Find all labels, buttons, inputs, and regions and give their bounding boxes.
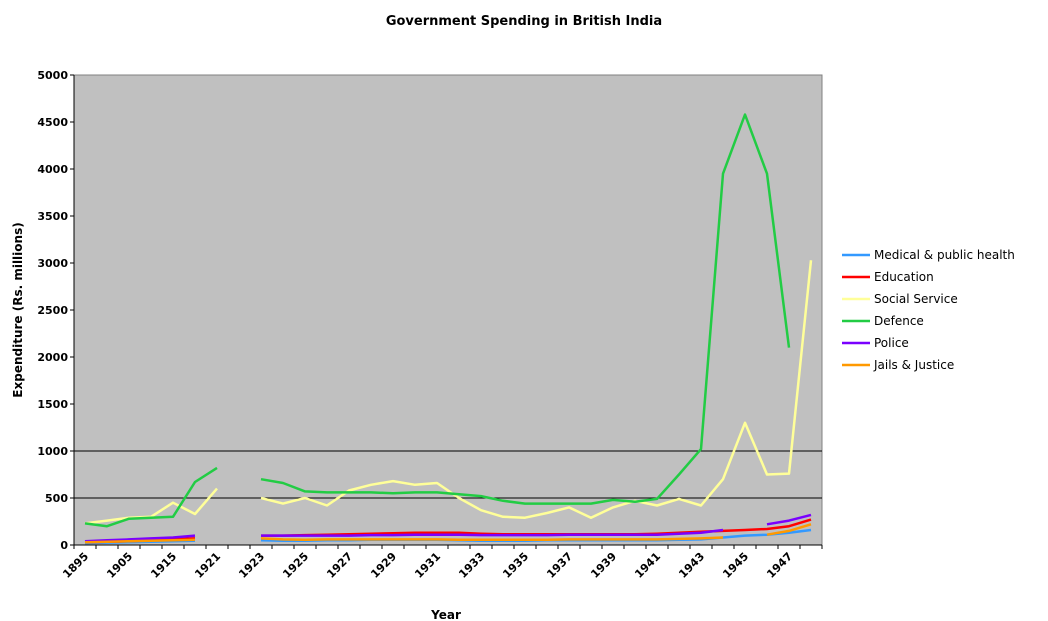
chart-title: Government Spending in British India <box>386 14 662 29</box>
y-tick-label-2: 1000 <box>37 445 68 458</box>
legend-label-0: Medical & public health <box>874 248 1015 262</box>
series-line-5-segment-0 <box>84 538 196 544</box>
legend-label-5: Jails & Justice <box>873 358 954 372</box>
series-line-3-segment-0 <box>84 466 218 528</box>
y-tick-label-5: 2500 <box>37 304 68 317</box>
y-tick-label-8: 4000 <box>37 163 68 176</box>
legend: Medical & public health Education Social S… <box>842 248 1015 372</box>
x-tick-label-2: 1915 <box>148 550 179 581</box>
x-tick-label-1: 1905 <box>104 550 135 581</box>
x-tick-label-9: 1933 <box>456 550 487 581</box>
y-axis-ticks: 0 500 1000 1500 2000 2500 3000 3500 4000 4500 5000 <box>37 69 74 552</box>
x-tick-label-16: 1947 <box>764 550 795 581</box>
y-tick-label-9: 4500 <box>37 116 68 129</box>
series-line-5-segment-2 <box>766 523 812 536</box>
x-tick-label-10: 1935 <box>500 550 531 581</box>
y-tick-label-1: 500 <box>45 492 68 505</box>
y-tick-label-0: 0 <box>60 539 68 552</box>
x-tick-label-0: 1895 <box>60 550 91 581</box>
y-axis-title: Expenditure (Rs. millions) <box>11 222 25 397</box>
x-tick-label-13: 1941 <box>632 550 663 581</box>
legend-label-4: Police <box>874 336 909 350</box>
x-tick-label-5: 1925 <box>280 550 311 581</box>
y-tick-label-10: 5000 <box>37 69 68 82</box>
series-line-3-segment-1 <box>260 113 791 505</box>
series-line-4-segment-2 <box>766 513 812 526</box>
series-line-4-segment-1 <box>261 528 724 537</box>
x-axis-ticks: 1895 1905 1915 1921 1923 1925 1927 1929 1931 1933… <box>60 545 823 581</box>
plot-area <box>73 74 823 546</box>
x-tick-label-3: 1921 <box>192 550 223 581</box>
legend-label-3: Defence <box>874 314 924 328</box>
x-tick-label-4: 1923 <box>236 550 267 581</box>
x-tick-label-15: 1945 <box>720 550 751 581</box>
x-axis-title: Year <box>430 608 461 621</box>
y-tick-label-7: 3500 <box>37 210 68 223</box>
legend-label-2: Social Service <box>874 292 958 306</box>
series-line-4-segment-0 <box>84 534 196 543</box>
x-tick-label-14: 1943 <box>676 550 707 581</box>
series-line-5-segment-1 <box>260 536 724 542</box>
series-lines <box>84 113 813 545</box>
legend-label-1: Education <box>874 270 934 284</box>
x-tick-label-7: 1929 <box>368 550 399 581</box>
series-line-2-segment-1 <box>260 260 813 519</box>
x-tick-label-12: 1939 <box>588 550 619 581</box>
y-tick-label-4: 2000 <box>37 351 68 364</box>
y-tick-label-6: 3000 <box>37 257 68 270</box>
x-tick-label-6: 1927 <box>324 550 355 581</box>
y-tick-label-3: 1500 <box>37 398 68 411</box>
x-tick-label-11: 1937 <box>544 550 575 581</box>
x-tick-label-8: 1931 <box>412 550 443 581</box>
